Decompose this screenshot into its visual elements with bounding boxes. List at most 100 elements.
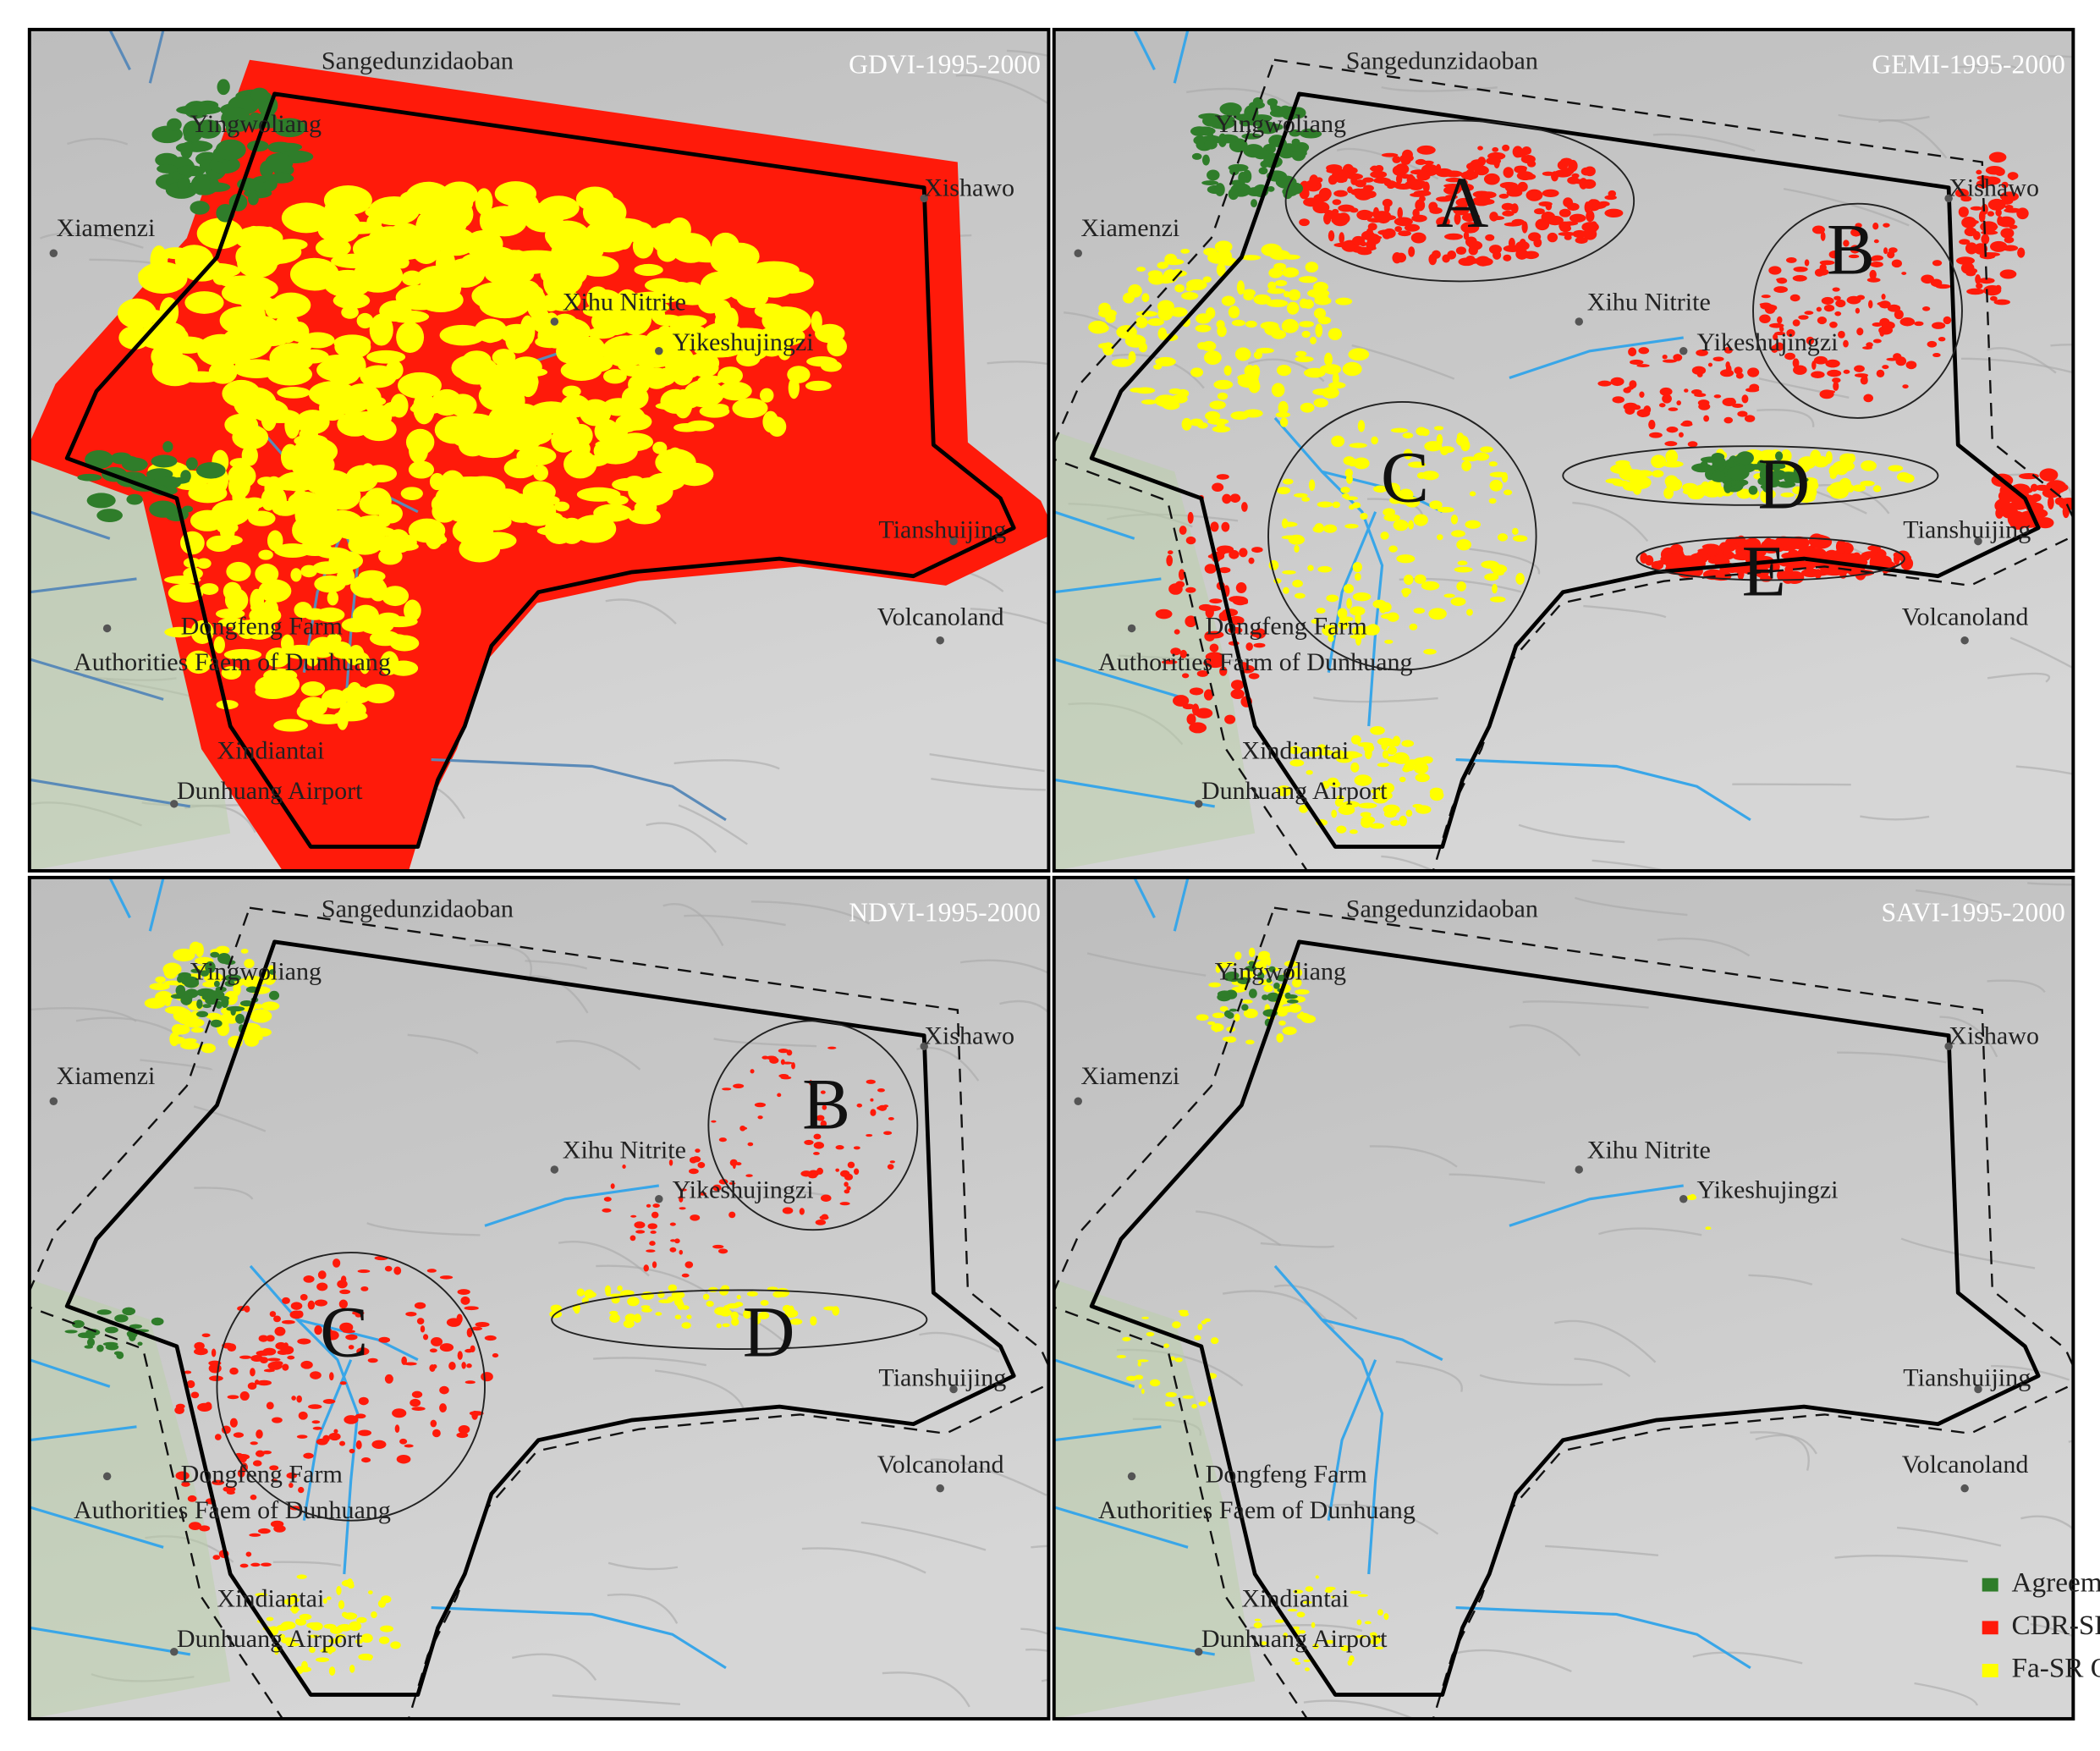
change-patch [1281,535,1299,540]
change-patch [366,350,406,364]
terrain-ridge [1369,1145,1458,1168]
change-patch [1241,1004,1249,1011]
change-patch [1737,565,1745,581]
river [1053,1358,1135,1388]
change-patch [416,1318,425,1324]
change-patch [511,509,541,521]
change-patch [1312,388,1331,396]
change-patch [757,1115,763,1120]
change-patch [1148,273,1166,285]
river [1321,1318,1443,1362]
change-patch [224,588,249,613]
change-patch [1727,465,1750,481]
change-patch [164,1005,187,1015]
change-patch [1872,485,1882,493]
change-patch [267,363,313,386]
change-patch [1278,400,1289,415]
panel-frame [27,875,1051,1721]
change-patch [249,1533,261,1537]
river [29,1626,191,1656]
change-patch [1422,181,1430,193]
change-patch [1504,489,1513,496]
change-patch [1932,260,1943,267]
change-patch [1899,317,1916,327]
terrain-ridge [750,900,871,925]
change-patch [1303,197,1320,207]
terrain-ridge [1960,357,2074,374]
change-patch [1954,188,1970,198]
change-patch [1352,561,1362,573]
change-patch [308,1404,322,1409]
change-patch [196,999,203,1009]
change-patch [360,365,397,388]
change-patch [258,549,273,560]
change-patch [769,1057,779,1064]
change-patch [1703,415,1710,422]
change-patch [268,990,280,1000]
change-patch [1189,687,1204,696]
change-patch [1662,394,1672,404]
change-patch [180,142,193,159]
change-patch [1342,361,1362,377]
change-patch [1357,420,1366,432]
change-patch [736,350,761,367]
change-patch [1498,193,1509,199]
place-label: Volcanoland [877,602,1004,630]
change-patch [349,1448,355,1454]
terrain-ridge [525,960,588,970]
change-patch [1260,321,1279,330]
change-patch [1180,248,1190,254]
place-dot [1074,249,1082,257]
change-patch [213,980,220,988]
change-patch [1644,554,1654,566]
change-patch [84,1345,94,1349]
place-label: Tianshuijing [1903,515,2031,543]
change-patch [1829,472,1837,479]
change-patch [1465,520,1482,529]
change-patch [1360,812,1372,818]
river [29,510,111,540]
change-patch [1429,500,1443,509]
change-patch [484,1335,497,1341]
change-patch [1461,456,1479,462]
change-patch [1254,1618,1262,1622]
change-patch [1569,213,1586,223]
change-patch [1251,547,1263,553]
change-patch [1260,1641,1267,1645]
change-patch [1399,776,1406,783]
change-patch [1413,514,1428,526]
change-patch [1294,544,1300,553]
change-patch [1658,403,1666,408]
change-patch [1235,582,1247,594]
change-patch [245,304,266,327]
change-patch [562,385,581,398]
change-patch [1775,451,1784,461]
change-patch [1921,306,1931,311]
change-patch [233,982,241,996]
change-patch [1994,168,2005,176]
change-patch [398,372,442,399]
change-patch [1468,245,1478,256]
change-patch [1819,260,1835,266]
annotation-outline [1284,119,1635,283]
annotation-letter: A [1437,163,1489,243]
change-patch [1872,222,1879,230]
change-patch [1340,487,1350,493]
change-patch [1712,356,1724,361]
change-patch [155,976,166,983]
river [1053,577,1162,594]
study-boundary [64,939,1016,1697]
change-patch [1172,1321,1181,1329]
change-patch [1713,394,1722,399]
change-patch [1299,218,1310,227]
change-patch [1849,554,1870,562]
change-patch [1722,398,1736,406]
terrain-ridge [1758,377,1850,399]
change-patch [316,358,362,383]
change-patch [77,473,102,482]
change-patch [1204,564,1217,574]
change-patch [221,107,250,129]
change-patch [1676,400,1682,405]
change-patch [273,719,309,732]
change-patch [1788,559,1807,570]
